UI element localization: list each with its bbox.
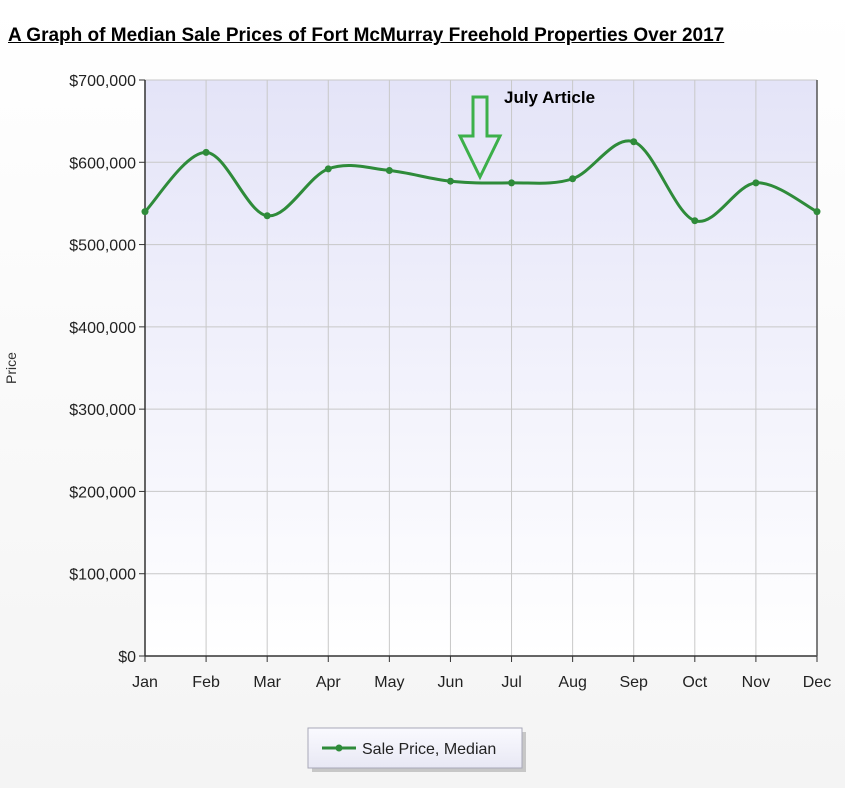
legend-label: Sale Price, Median	[362, 741, 496, 758]
data-point	[752, 179, 760, 187]
data-point	[691, 217, 699, 225]
y-ticks: $0 $100,000 $200,000 $300,000 $400,000 $500,0…	[69, 73, 145, 666]
plot-area	[145, 80, 817, 656]
down-arrow-icon	[457, 95, 503, 181]
x-tick-label: Jan	[132, 674, 158, 691]
data-points	[141, 138, 821, 225]
y-tick-label: $600,000	[69, 155, 136, 172]
data-point	[508, 179, 516, 187]
axes	[144, 80, 818, 657]
data-point	[263, 212, 271, 220]
legend: Sale Price, Median	[307, 727, 526, 772]
chart-title: A Graph of Median Sale Prices of Fort Mc…	[8, 25, 725, 46]
x-tick-label: Nov	[742, 674, 770, 691]
annotation-label: July Article	[504, 88, 595, 107]
x-tick-label: Aug	[558, 674, 586, 691]
y-tick-label: $200,000	[69, 484, 136, 501]
x-tick-label: May	[374, 674, 404, 691]
x-tick-label: Apr	[316, 674, 342, 691]
data-point	[324, 165, 332, 173]
x-tick-label: Oct	[682, 674, 707, 691]
series-line	[143, 139, 818, 223]
y-tick-label: $400,000	[69, 320, 136, 337]
data-point	[813, 208, 821, 216]
x-tick-label: Feb	[192, 674, 220, 691]
grid	[145, 79, 818, 656]
y-tick-label: $0	[118, 649, 136, 666]
x-tick-label: Jul	[501, 674, 521, 691]
y-tick-label: $100,000	[69, 567, 136, 584]
x-tick-label: Sep	[619, 674, 648, 691]
data-point	[630, 138, 638, 146]
x-tick-label: Jun	[438, 674, 464, 691]
y-tick-label: $500,000	[69, 238, 136, 255]
data-point	[141, 208, 149, 216]
x-tick-label: Mar	[253, 674, 281, 691]
data-point	[385, 167, 393, 175]
x-tick-label: Dec	[803, 674, 831, 691]
data-point	[569, 175, 577, 183]
data-point	[446, 177, 454, 185]
x-ticks: Jan Feb Mar Apr May Jun Jul Aug Sep Oct Nov Dec	[132, 656, 831, 691]
data-point	[202, 148, 210, 156]
legend-marker	[335, 744, 343, 752]
y-axis-label: Price	[3, 352, 19, 384]
y-tick-label: $300,000	[69, 402, 136, 419]
y-tick-label: $700,000	[69, 73, 136, 90]
